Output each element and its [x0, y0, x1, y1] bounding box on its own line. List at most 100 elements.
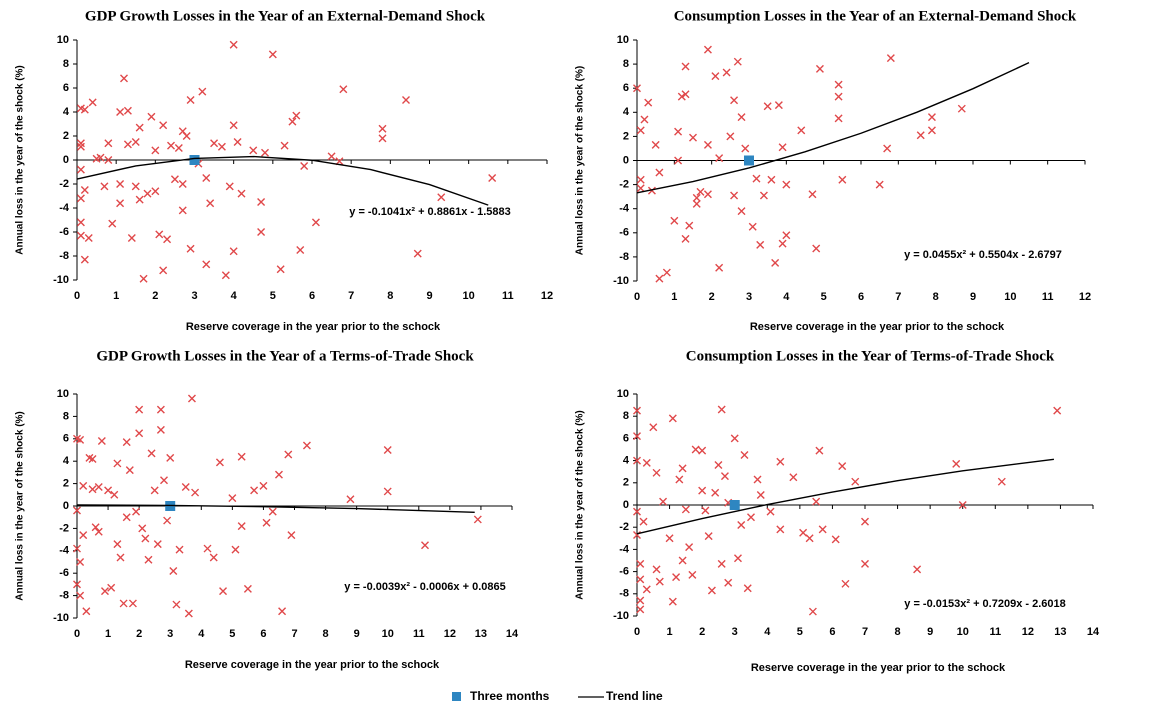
scatter-point — [215, 458, 224, 467]
scatter-point — [100, 587, 109, 596]
scatter-point — [651, 140, 660, 149]
x-tick-label: 2 — [152, 290, 158, 302]
scatter-point — [815, 446, 824, 455]
scatter-point — [144, 555, 153, 564]
y-tick-label: 8 — [623, 410, 629, 422]
scatter-point — [383, 487, 392, 496]
y-tick-label: 6 — [63, 82, 69, 94]
x-axis-label: Reserve coverage in the year prior to th… — [186, 321, 441, 333]
scatter-point — [228, 494, 237, 503]
scatter-point — [135, 195, 144, 204]
scatter-point — [808, 190, 817, 199]
scatter-point — [747, 513, 755, 522]
y-tick-label: 4 — [63, 455, 70, 467]
scatter-point — [636, 184, 645, 193]
scatter-point — [689, 133, 697, 142]
scatter-point — [720, 472, 729, 481]
scatter-point — [284, 450, 293, 459]
y-tick-label: 4 — [623, 455, 630, 467]
scatter-point — [776, 457, 785, 466]
scatter-point — [141, 534, 150, 543]
scatter-point — [691, 445, 700, 454]
scatter-point — [296, 246, 305, 254]
scatter-point — [76, 139, 85, 148]
scatter-point — [711, 72, 720, 81]
scatter-point — [957, 104, 966, 113]
y-tick-label: -4 — [619, 543, 630, 555]
scatter-point — [633, 456, 641, 465]
scatter-point — [292, 111, 301, 120]
scatter-point — [759, 191, 768, 200]
x-tick-label: 2 — [699, 626, 705, 638]
y-tick-label: 8 — [63, 410, 69, 422]
scatter-point — [636, 559, 645, 568]
scatter-point — [268, 507, 277, 516]
scatter-point — [135, 429, 144, 438]
scatter-point — [834, 92, 843, 101]
scatter-point — [167, 141, 175, 150]
x-tick-label: 11 — [1042, 291, 1054, 303]
y-tick-label: -6 — [59, 567, 69, 579]
x-tick-label: 0 — [634, 626, 640, 638]
scatter-point — [147, 449, 156, 458]
scatter-point — [797, 126, 806, 135]
scatter-point — [633, 507, 641, 516]
scatter-point — [225, 182, 234, 191]
scatter-point — [116, 199, 125, 208]
scatter-point — [278, 607, 287, 616]
x-tick-label: 2 — [136, 628, 142, 640]
scatter-point — [76, 435, 85, 444]
x-tick-label: 0 — [74, 290, 80, 302]
x-tick-label: 3 — [746, 291, 752, 303]
y-tick-label: 0 — [623, 499, 629, 511]
x-tick-label: 11 — [989, 626, 1001, 638]
scatter-point — [805, 534, 814, 543]
x-tick-label: 5 — [270, 290, 276, 302]
scatter-point — [677, 92, 686, 101]
scatter-point — [280, 141, 289, 150]
scatter-point — [178, 180, 187, 188]
scatter-point — [958, 501, 967, 509]
y-tick-label: 6 — [63, 433, 69, 445]
scatter-point — [311, 218, 320, 227]
y-tick-label: -8 — [59, 590, 69, 602]
scatter-point — [927, 113, 936, 122]
x-tick-label: 11 — [413, 628, 425, 640]
scatter-point — [131, 138, 140, 146]
x-tick-label: 10 — [1004, 291, 1016, 303]
scatter-point — [131, 182, 140, 191]
scatter-point — [76, 218, 85, 227]
scatter-point — [639, 517, 648, 526]
x-tick-label: 6 — [858, 291, 864, 303]
scatter-point — [202, 174, 211, 182]
x-axis-label: Reserve coverage in the year prior to th… — [185, 659, 440, 671]
scatter-point — [771, 258, 780, 267]
chart-title: GDP Growth Losses in the Year of a Terms… — [96, 348, 474, 364]
scatter-point — [715, 154, 724, 163]
x-tick-label: 12 — [1022, 626, 1034, 638]
y-tick-label: -2 — [619, 521, 629, 533]
scatter-point — [187, 394, 196, 403]
scatter-point — [766, 507, 775, 516]
scatter-point — [174, 144, 183, 152]
scatter-point — [838, 175, 847, 184]
y-tick-label: 10 — [617, 34, 629, 46]
x-tick-label: 0 — [634, 291, 640, 303]
scatter-point — [778, 239, 787, 248]
scatter-point — [169, 566, 178, 575]
scatter-point — [257, 198, 266, 206]
x-tick-label: 9 — [354, 628, 360, 640]
three-months-marker — [744, 155, 754, 166]
y-tick-label: -10 — [613, 275, 629, 287]
scatter-point — [132, 507, 141, 516]
x-tick-label: 8 — [895, 626, 901, 638]
scatter-point — [135, 123, 144, 132]
scatter-point — [182, 132, 191, 140]
scatter-point — [913, 565, 922, 574]
trend-equation: y = -0.0153x² + 0.7209x - 2.6018 — [904, 598, 1065, 610]
scatter-point — [153, 540, 162, 549]
scatter-point — [96, 153, 105, 162]
y-tick-label: -4 — [619, 203, 630, 215]
scatter-point — [100, 182, 109, 191]
trend-equation: y = -0.0039x² - 0.0006x + 0.0865 — [344, 581, 505, 593]
